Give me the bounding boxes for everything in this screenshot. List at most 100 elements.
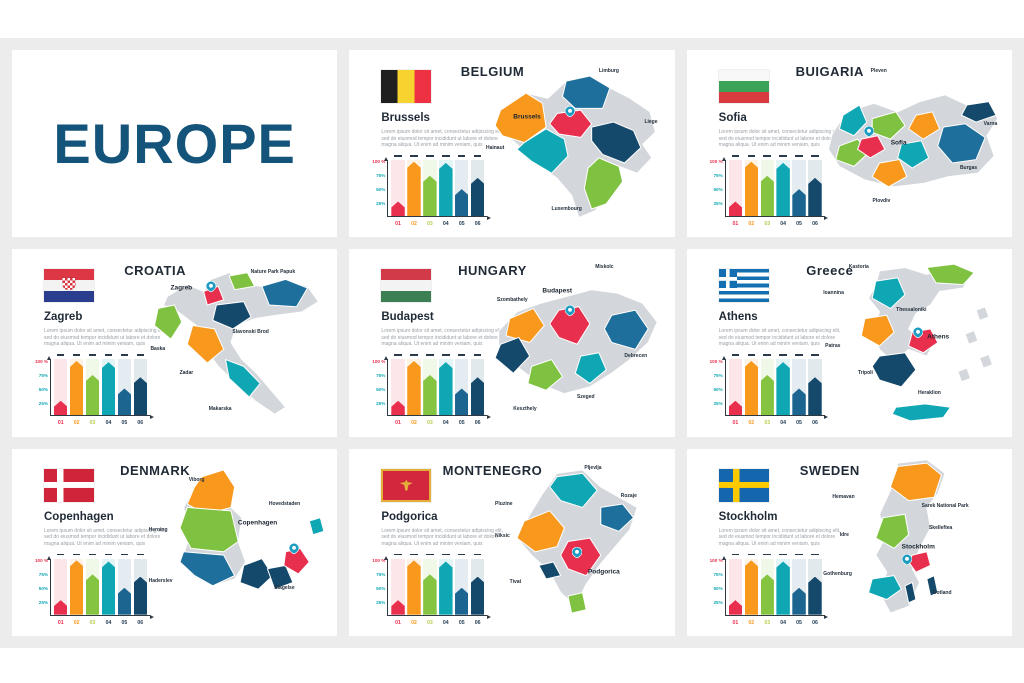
capital-name: Athens <box>718 311 758 324</box>
region-label: Slagelse <box>274 584 295 591</box>
region-label: Gothenburg <box>823 570 852 577</box>
region-label: Niksic <box>495 533 510 540</box>
location-pin-icon <box>205 281 216 293</box>
capital-name: Budapest <box>381 311 434 324</box>
description-text: Lorem ipsum dolor sit amet, consectetur … <box>381 129 504 148</box>
bar-chart: 100 % 75% 50% 25% 01 02 03 04 05 06 <box>369 152 491 232</box>
country-title: BELGIUM <box>460 64 525 79</box>
description-text: Lorem ipsum dolor sit amet, consectetur … <box>718 328 841 348</box>
bulgaria-map: Pleven Varna Burgas Plovdiv Sofia <box>823 59 1005 229</box>
region-label: Kastoria <box>848 264 869 271</box>
region-label: Burgas <box>959 165 978 172</box>
location-pin-icon <box>902 553 913 565</box>
panels-grid: EUROPE BELGIUM Brussels Lorem ipsum dolo… <box>0 38 1024 648</box>
country-title: HUNGARY <box>458 263 527 279</box>
capital-map-label: Podgorica <box>587 568 620 576</box>
croatia-map-shape <box>149 259 331 429</box>
region-label: Hovedstaden <box>268 501 301 508</box>
region-label: Sarek National Park <box>921 502 969 509</box>
belgium-map: Limburg Liege Hainaut Luxembourg Brussel… <box>486 59 668 229</box>
capital-map-label: Budapest <box>542 287 573 295</box>
region-label: Pluzine <box>495 501 513 508</box>
page-title: EUROPE <box>53 112 296 176</box>
location-pin-icon <box>289 543 300 555</box>
region-label: Szeged <box>577 393 595 400</box>
location-pin-icon <box>863 126 874 138</box>
croatia-flag-icon <box>44 269 94 303</box>
location-pin-icon <box>564 305 575 317</box>
region-label: Herning <box>148 526 168 533</box>
country-title: DENMARK <box>120 462 191 478</box>
region-label: Tivat <box>509 579 522 586</box>
belgium-flag-icon <box>381 70 432 103</box>
panel-croatia: CROATIA Zagreb Lorem ipsum dolor sit ame… <box>12 249 338 437</box>
panel-denmark: DENMARK Copenhagen Lorem ipsum dolor sit… <box>12 448 338 636</box>
region-label: Makarska <box>208 405 232 412</box>
sweden-map: Hemavan Sarek National Park Skelleftea I… <box>823 458 1005 628</box>
description-text: Lorem ipsum dolor sit amet, consectetur … <box>718 129 841 148</box>
capital-map-label: Copenhagen <box>237 519 278 527</box>
region-label: Skelleftea <box>928 524 953 531</box>
denmark-map: Viborg Hovedstaden Herning Haderslev Sla… <box>149 458 331 628</box>
country-title: CROATIA <box>124 263 187 279</box>
location-pin-icon <box>913 327 924 339</box>
capital-name: Zagreb <box>44 311 83 324</box>
region-label: Slavonski Brod <box>232 328 269 335</box>
description-text: Lorem ipsum dolor sit amet, consectetur … <box>381 328 504 348</box>
capital-map-label: Sofia <box>890 139 907 147</box>
capital-name: Sofia <box>718 112 747 124</box>
region-label: Baska <box>150 346 166 353</box>
region-label: Varna <box>983 121 998 128</box>
region-label: Plovdiv <box>872 197 891 204</box>
bar-chart: 100 % 75% 50% 25% 01 02 03 04 05 06 <box>707 351 829 431</box>
hungary-flag-icon <box>381 269 432 303</box>
panel-greece: Greece Athens Lorem ipsum dolor sit amet… <box>686 249 1012 437</box>
region-label: Hemavan <box>832 494 855 501</box>
location-pin-icon <box>572 546 583 558</box>
description-text: Lorem ipsum dolor sit amet, consectetur … <box>44 328 166 348</box>
region-label: Luxembourg <box>551 206 582 213</box>
bulgaria-map-shape <box>823 59 1005 229</box>
description-text: Lorem ipsum dolor sit amet, consectetur … <box>44 527 166 547</box>
region-label: Thessaloniki <box>896 306 927 313</box>
region-label: Ioannina <box>823 289 844 296</box>
region-label: Patras <box>825 342 841 349</box>
region-label: Pljevlja <box>584 465 602 472</box>
description-text: Lorem ipsum dolor sit amet, consectetur … <box>718 527 841 547</box>
capital-name: Podgorica <box>381 510 438 523</box>
capital-name: Copenhagen <box>44 510 114 523</box>
greece-map-shape <box>823 259 1005 429</box>
region-label: Tripoli <box>857 369 873 376</box>
location-pin-icon <box>564 105 575 117</box>
bar-chart: 100 % 75% 50% 25% 01 02 03 04 05 06 <box>369 351 491 431</box>
panel-sweden: SWEDEN Stockholm Lorem ipsum dolor sit a… <box>686 448 1012 636</box>
panel-belgium: BELGIUM Brussels Lorem ipsum dolor sit a… <box>349 50 675 238</box>
denmark-flag-icon <box>44 468 94 502</box>
bar-chart: 100 % 75% 50% 25% 01 02 03 04 05 06 <box>707 551 829 631</box>
greece-flag-icon <box>718 269 769 303</box>
capital-name: Stockholm <box>718 510 778 523</box>
region-label: Limburg <box>598 68 619 75</box>
region-label: Zadar <box>179 369 194 376</box>
hungary-map-shape <box>486 259 668 429</box>
bulgaria-flag-icon <box>718 70 769 103</box>
region-label: Gotland <box>932 589 952 596</box>
capital-map-label: Brussels <box>513 113 541 121</box>
capital-name: Brussels <box>381 112 430 124</box>
bar-chart: 100 % 75% 50% 25% 01 02 03 04 05 06 <box>32 551 154 631</box>
croatia-map: Nature Park Papuk Slavonski Brod Baska Z… <box>149 259 331 429</box>
country-title: MONTENEGRO <box>442 462 543 478</box>
panel-hungary: HUNGARY Budapest Lorem ipsum dolor sit a… <box>349 249 675 437</box>
region-label: Szombathely <box>496 296 528 303</box>
description-text: Lorem ipsum dolor sit amet, consectetur … <box>381 527 504 547</box>
region-label: Idre <box>839 531 849 538</box>
capital-map-label: Zagreb <box>170 284 193 292</box>
panel-europe-title: EUROPE <box>12 50 338 238</box>
region-label: Miskolc <box>595 264 614 271</box>
country-title: SWEDEN <box>799 462 860 478</box>
denmark-map-shape <box>149 458 331 628</box>
capital-map-label: Athens <box>927 333 950 341</box>
bar-chart: 100 % 75% 50% 25% 01 02 03 04 05 06 <box>707 152 829 232</box>
panel-montenegro: MONTENEGRO Podgorica Lorem ipsum dolor s… <box>349 448 675 636</box>
